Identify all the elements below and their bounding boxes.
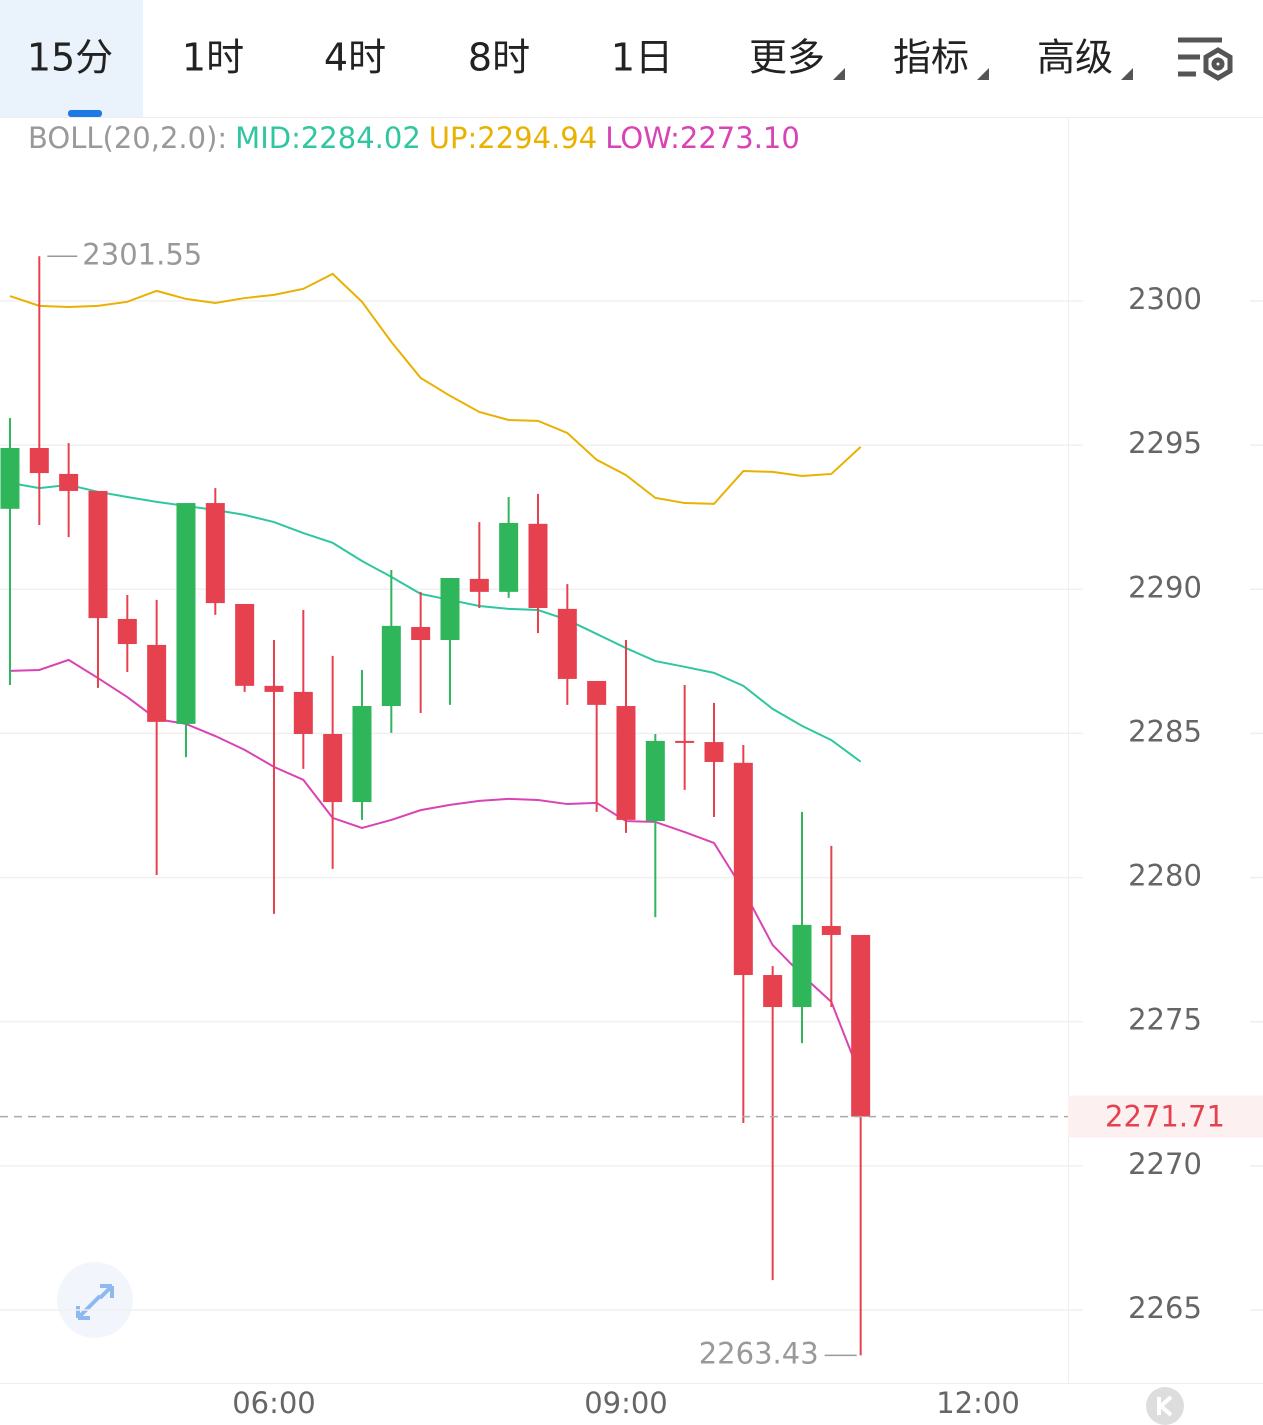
- settings-icon[interactable]: [1178, 37, 1233, 81]
- min-mark-label: 2263.43: [699, 1336, 819, 1370]
- dropdown-caret: [1121, 68, 1133, 80]
- candle-body: [205, 503, 225, 604]
- candle-body: [499, 522, 519, 592]
- y-tick-label: 2275: [1128, 1003, 1202, 1037]
- y-tick-label: 2295: [1128, 426, 1202, 460]
- candle-body: [557, 608, 577, 679]
- dropdown-caret: [833, 68, 845, 80]
- tab[interactable]: 指标: [893, 36, 969, 80]
- y-tick-label: 2270: [1128, 1147, 1202, 1181]
- legend-entry: MID:2284.02: [235, 121, 421, 155]
- y-tick-label: 2280: [1128, 859, 1202, 893]
- tab-bar: [0, 0, 1263, 117]
- candle-body: [293, 691, 313, 734]
- candle-body: [469, 578, 489, 592]
- active-tab-bg: [0, 0, 143, 117]
- x-tick-label: 12:00: [936, 1386, 1020, 1420]
- tab[interactable]: 高级: [1037, 36, 1113, 80]
- candle-body: [176, 503, 196, 724]
- last-price-label: 2271.71: [1105, 1100, 1225, 1134]
- boll-line: [9, 272, 862, 505]
- candle-body: [0, 447, 20, 509]
- candle-body: [851, 934, 871, 1117]
- candle-body: [235, 603, 255, 686]
- candle-body: [323, 733, 343, 803]
- candle-body: [264, 685, 284, 692]
- candle-body: [528, 523, 548, 609]
- candle-body: [147, 644, 167, 722]
- candle-body: [352, 706, 372, 803]
- candle-body: [440, 578, 460, 641]
- candle-body: [59, 473, 79, 491]
- x-tick-label: 09:00: [584, 1386, 668, 1420]
- boll-line: [9, 481, 862, 763]
- tab[interactable]: 8时: [468, 36, 530, 80]
- y-tick-label: 2290: [1128, 570, 1202, 604]
- candle-body: [675, 740, 695, 743]
- candle-body: [587, 680, 607, 705]
- candle-body: [411, 627, 431, 641]
- candle-body: [616, 706, 636, 820]
- tab[interactable]: 更多: [749, 36, 825, 80]
- legend-entry: UP:2294.94: [429, 121, 597, 155]
- candle-body: [792, 924, 812, 1008]
- expand-button[interactable]: [57, 1262, 133, 1338]
- max-mark-label: 2301.55: [82, 237, 202, 271]
- tab[interactable]: 4时: [324, 36, 386, 80]
- k-button[interactable]: [1146, 1387, 1184, 1425]
- active-tab-underline: [68, 110, 102, 117]
- y-tick-label: 2300: [1128, 282, 1202, 316]
- candle-body: [733, 762, 753, 976]
- x-tick-label: 06:00: [232, 1386, 316, 1420]
- candle-body: [88, 490, 108, 619]
- legend-entry: LOW:2273.10: [605, 121, 800, 155]
- candle-body: [645, 740, 665, 822]
- dropdown-caret: [977, 68, 989, 80]
- candle-body: [117, 618, 137, 645]
- last-price-box: [1068, 1095, 1263, 1138]
- candle-body: [29, 447, 49, 474]
- y-tick-label: 2265: [1128, 1291, 1202, 1325]
- candle-body: [821, 926, 841, 935]
- tab[interactable]: 1日: [611, 36, 673, 80]
- y-tick-label: 2285: [1128, 714, 1202, 748]
- candle-body: [763, 975, 783, 1008]
- candle-body: [704, 742, 724, 762]
- tab[interactable]: 15分: [27, 36, 113, 80]
- candle-body: [381, 625, 401, 707]
- tab[interactable]: 1时: [182, 36, 244, 80]
- boll-line: [9, 658, 862, 1077]
- indicator-label: BOLL(20,2.0):: [28, 121, 227, 155]
